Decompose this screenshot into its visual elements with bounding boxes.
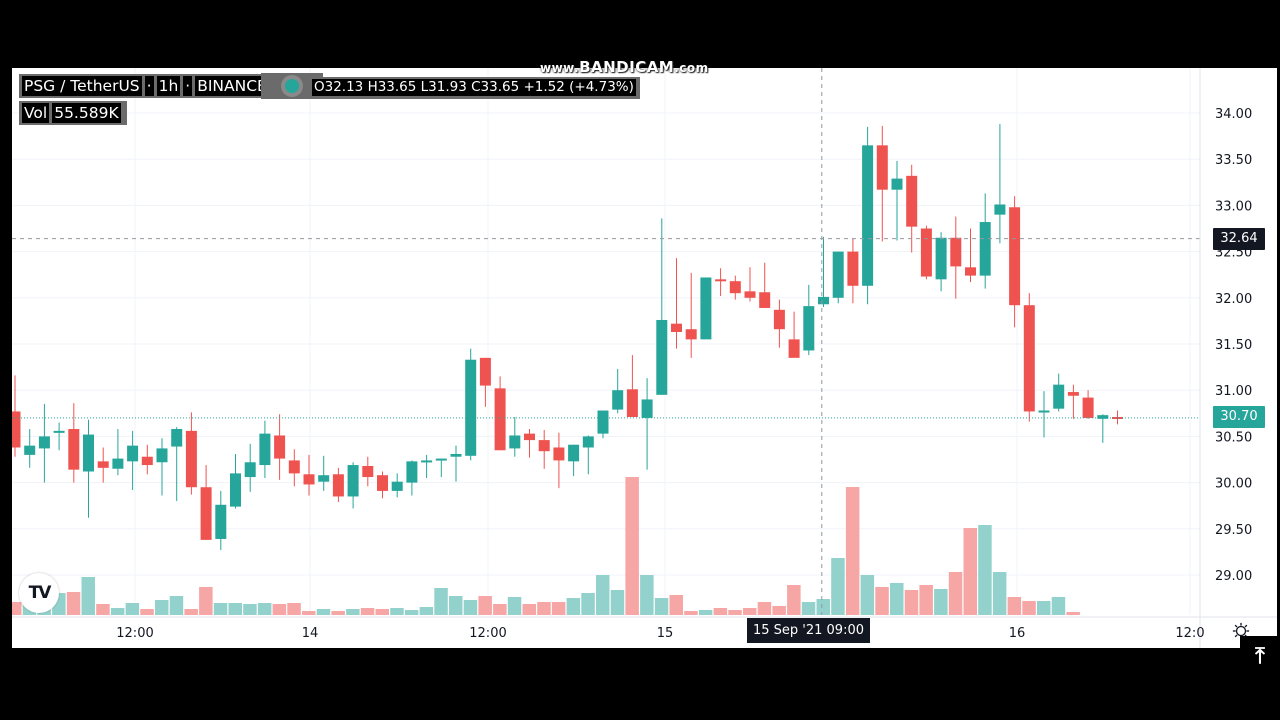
- arrow-up-to-line-icon: ⤒: [1255, 643, 1265, 669]
- svg-text:30.00: 30.00: [1215, 477, 1252, 492]
- market-open-icon: [285, 79, 299, 93]
- svg-text:16: 16: [1009, 626, 1026, 641]
- volume-label: Vol: [22, 103, 50, 123]
- svg-text:12:0: 12:0: [1175, 626, 1204, 641]
- candlestick-chart[interactable]: 29.0029.5030.0030.5031.0031.5032.0032.50…: [12, 68, 1277, 648]
- crosshair-time-tag: 15 Sep '21 09:00: [747, 618, 870, 643]
- svg-text:12:00: 12:00: [469, 626, 506, 641]
- svg-text:34.00: 34.00: [1215, 107, 1252, 122]
- svg-text:14: 14: [302, 626, 319, 641]
- svg-text:29.50: 29.50: [1215, 523, 1252, 538]
- exchange-label: BINANCE: [195, 76, 269, 96]
- volume-legend[interactable]: Vol 55.589K: [19, 101, 127, 125]
- symbol-name[interactable]: PSG / TetherUS: [22, 76, 142, 96]
- candles: [12, 124, 1123, 551]
- chart-frame[interactable]: 29.00 29.50 30.00 30.50 31.00 31.50 32.00 32.50…: [12, 68, 1277, 648]
- dot-separator: ·: [144, 76, 154, 96]
- svg-text:33.50: 33.50: [1215, 153, 1252, 168]
- ohlc-values: O32.13 H33.65 L31.93 C33.65 +1.52 (+4.73…: [312, 79, 636, 96]
- crosshair-price-tag: 32.64: [1213, 228, 1265, 250]
- svg-text:29.00: 29.00: [1215, 569, 1252, 584]
- dot-separator: ·: [183, 76, 193, 96]
- svg-text:31.50: 31.50: [1215, 338, 1252, 353]
- svg-text:33.00: 33.00: [1215, 199, 1252, 214]
- ohlc-legend: O32.13 H33.65 L31.93 C33.65 +1.52 (+4.73…: [305, 77, 640, 99]
- volume-value: 55.589K: [52, 103, 121, 123]
- svg-text:30.50: 30.50: [1215, 430, 1252, 445]
- tradingview-logo[interactable]: TV: [19, 573, 59, 613]
- price-lines: [12, 68, 1200, 615]
- svg-text:15: 15: [657, 626, 674, 641]
- last-price-tag: 30.70: [1213, 406, 1265, 428]
- interval-label[interactable]: 1h: [156, 76, 181, 96]
- svg-text:12:00: 12:00: [116, 626, 153, 641]
- axes: 29.0029.5030.0030.5031.0031.5032.0032.50…: [12, 68, 1277, 648]
- symbol-legend[interactable]: PSG / TetherUS · 1h · BINANCE: [19, 74, 275, 98]
- volume-bars: [12, 477, 1080, 615]
- scroll-to-latest-button[interactable]: ⤒: [1240, 636, 1280, 676]
- svg-text:32.00: 32.00: [1215, 292, 1252, 307]
- svg-text:31.00: 31.00: [1215, 384, 1252, 399]
- bandicam-watermark: www.BANDICAM.com: [540, 58, 709, 76]
- grid-lines: [12, 68, 1200, 615]
